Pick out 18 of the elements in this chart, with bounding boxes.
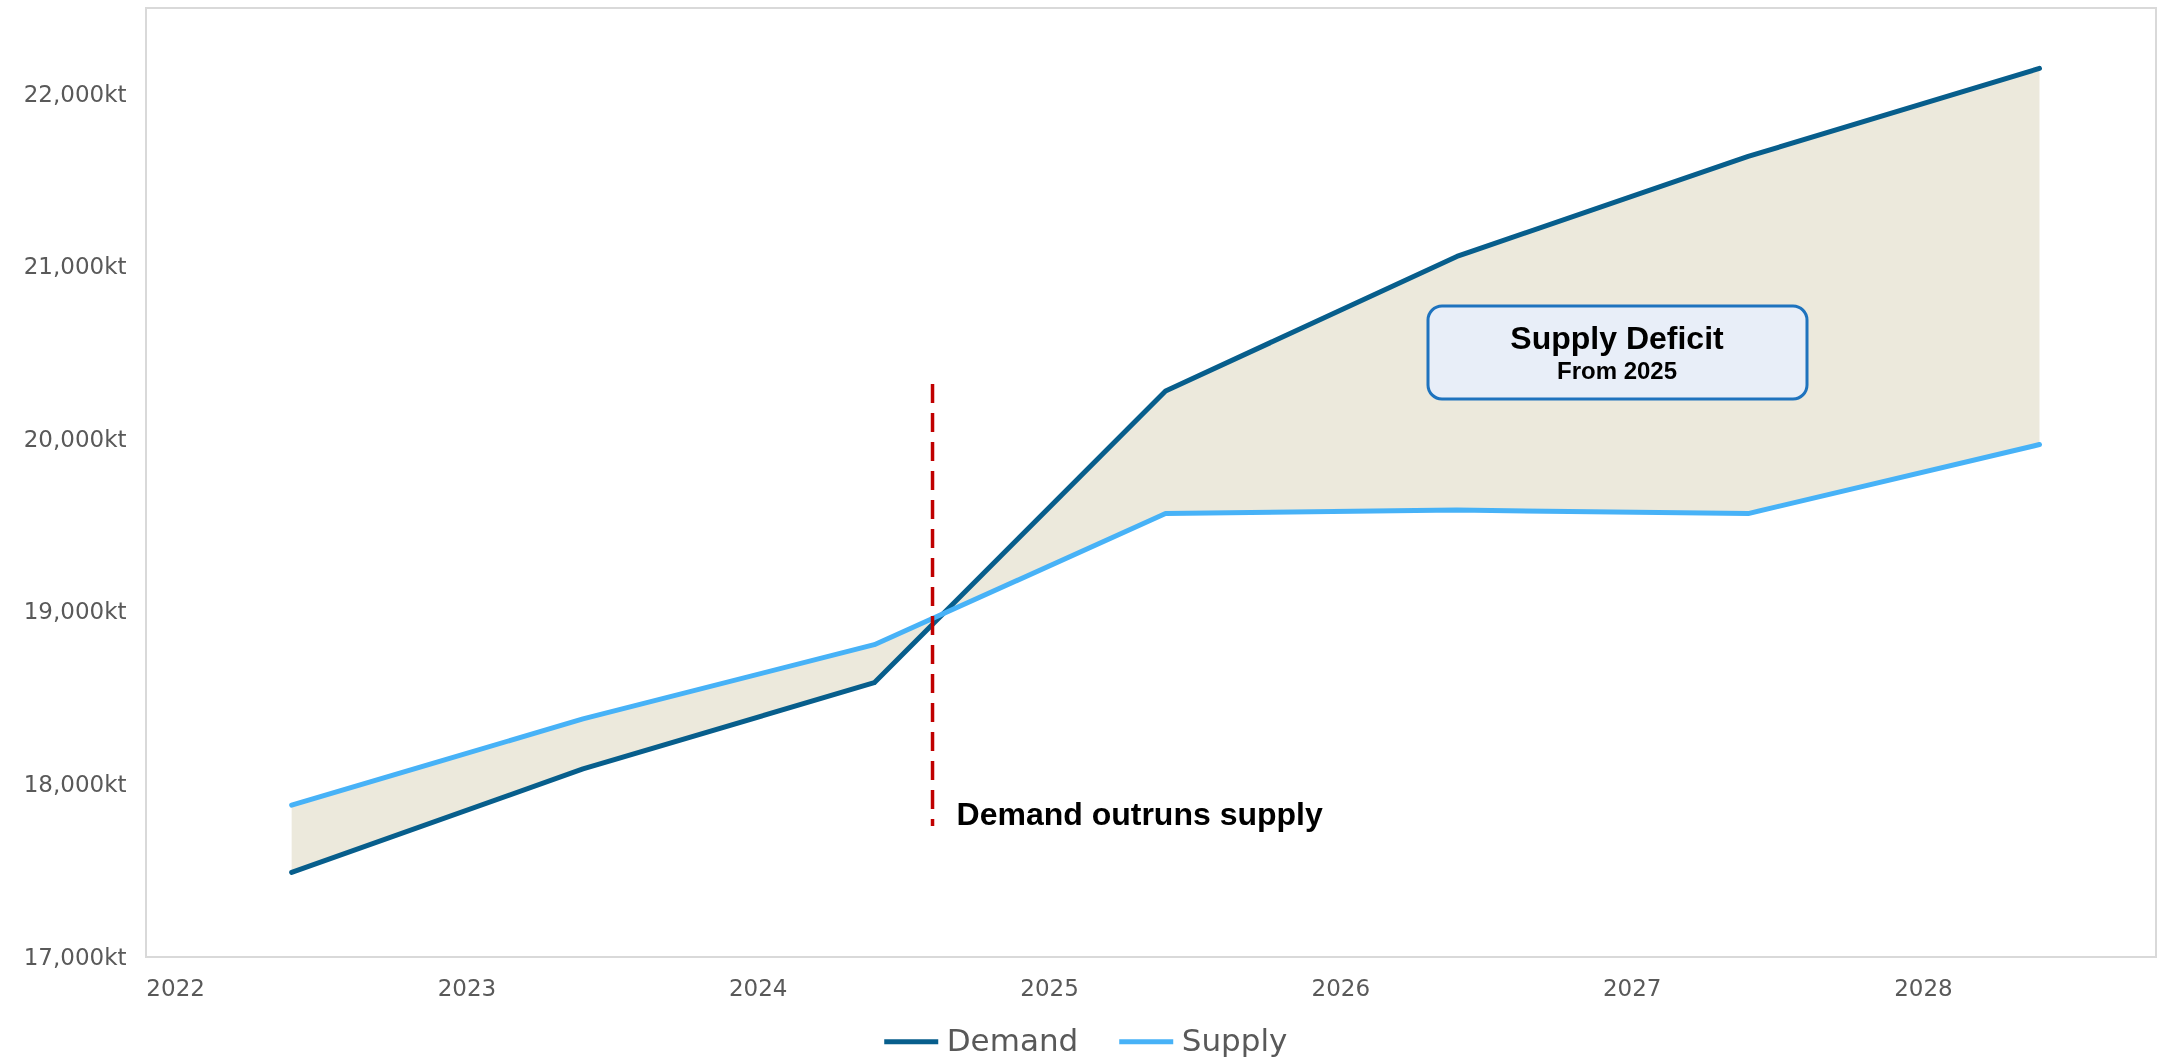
x-tick-label: 2027 (1602, 974, 1662, 1001)
y-tick-label: 21,000kt (23, 253, 127, 280)
y-tick-label: 18,000kt (23, 770, 127, 797)
x-tick-label: 2023 (437, 974, 497, 1001)
y-tick-label: 22,000kt (23, 80, 127, 107)
x-tick-label: 2026 (1311, 974, 1371, 1001)
x-tick-label: 2024 (728, 974, 788, 1001)
annotation: Supply Deficit (1510, 320, 1725, 356)
y-tick-label: 20,000kt (23, 425, 127, 452)
x-tick-label: 2025 (1020, 974, 1079, 1001)
ref-line-label: Demand outruns supply (956, 796, 1323, 832)
x-tick-label: 2028 (1894, 974, 1953, 1001)
x-tick-label: 2022 (146, 974, 205, 1001)
y-tick-label: 19,000kt (23, 598, 127, 625)
y-tick-label: 17,000kt (23, 943, 127, 970)
legend-label: Supply (1181, 1021, 1288, 1058)
annotation: From 2025 (1556, 357, 1678, 384)
legend-label: Demand (946, 1021, 1079, 1058)
